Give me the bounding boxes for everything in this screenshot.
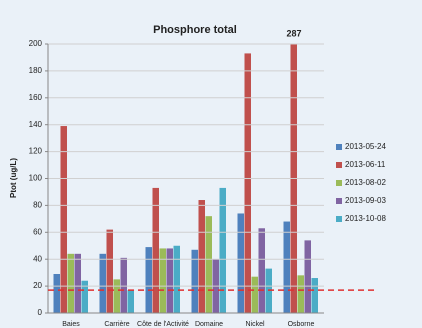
bar	[258, 228, 265, 313]
bar	[311, 278, 318, 313]
bar	[191, 249, 198, 313]
bar	[244, 53, 251, 313]
legend-label: 2013-09-03	[345, 196, 386, 205]
bar	[106, 229, 113, 313]
legend-label: 2013-08-02	[345, 178, 386, 187]
y-tick-label: 160	[29, 93, 43, 102]
bar	[159, 248, 166, 313]
bar	[152, 187, 159, 313]
bar	[290, 44, 297, 313]
bar	[67, 253, 74, 313]
y-tick-label: 100	[29, 174, 43, 183]
x-tick-label: Baies	[62, 321, 80, 328]
y-tick-label: 20	[33, 281, 42, 290]
x-tick-label: Osborne	[288, 321, 315, 328]
bar	[127, 290, 134, 313]
bar	[205, 216, 212, 313]
data-label: 287	[286, 28, 301, 38]
legend-swatch	[336, 144, 342, 150]
y-tick-label: 80	[33, 201, 42, 210]
y-tick-label: 40	[33, 254, 42, 263]
bar	[173, 245, 180, 313]
x-tick-label: Côte de l'Activité	[137, 321, 189, 328]
bar	[113, 279, 120, 313]
bar	[74, 253, 81, 313]
bar	[99, 253, 106, 313]
bar	[53, 273, 60, 313]
bar	[120, 257, 127, 313]
bar	[283, 221, 290, 313]
chart-title: Phosphore total	[153, 24, 237, 36]
legend-swatch	[336, 162, 342, 168]
x-tick-label: Nickel	[245, 321, 265, 328]
bar	[166, 248, 173, 313]
y-tick-label: 180	[29, 66, 43, 75]
legend-swatch	[336, 180, 342, 186]
y-axis-label: Ptot (ug/L)	[9, 158, 18, 198]
bar	[60, 126, 67, 313]
legend-label: 2013-10-08	[345, 214, 386, 223]
bar	[219, 187, 226, 313]
y-tick-label: 0	[38, 308, 43, 317]
y-tick-label: 60	[33, 227, 42, 236]
legend-label: 2013-05-24	[345, 142, 386, 151]
legend-label: 2013-06-11	[345, 160, 386, 169]
legend-swatch	[336, 216, 342, 222]
x-tick-label: Domaine	[195, 321, 223, 328]
bar	[237, 213, 244, 313]
y-tick-label: 120	[29, 147, 43, 156]
bar	[198, 200, 205, 313]
bar	[81, 280, 88, 313]
bar	[251, 276, 258, 313]
y-tick-label: 140	[29, 120, 43, 129]
y-tick-label: 200	[29, 39, 43, 48]
x-tick-label: Carrière	[104, 321, 129, 328]
bar	[304, 240, 311, 313]
bar	[297, 275, 304, 313]
legend-swatch	[336, 198, 342, 204]
bar	[145, 247, 152, 313]
